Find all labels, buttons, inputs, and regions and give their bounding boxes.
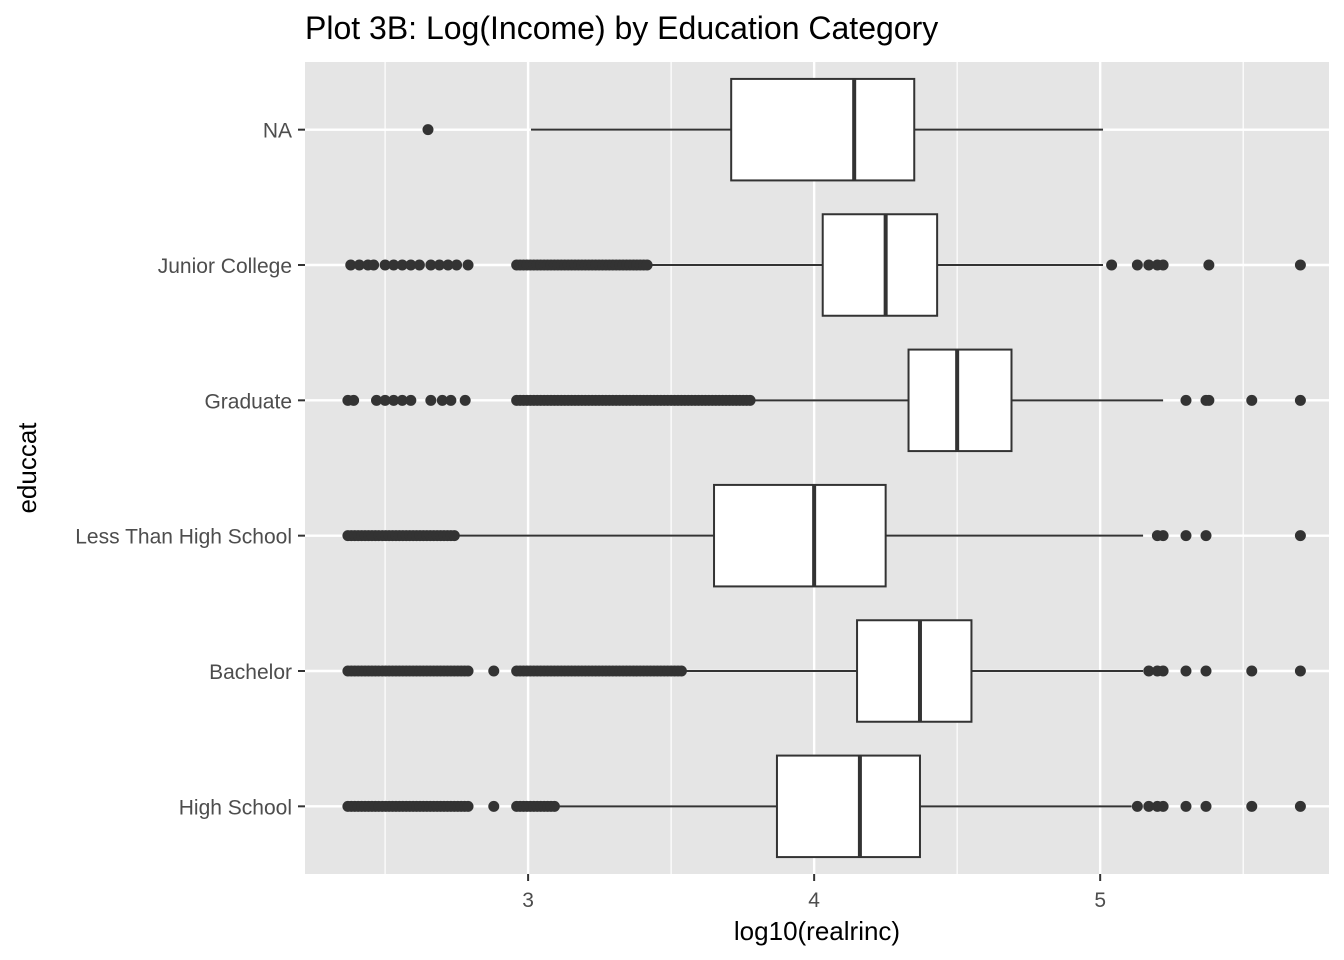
outlier-point [1180,800,1192,812]
outlier-point [1203,259,1215,271]
outlier-point [1131,800,1143,812]
outlier-point [1246,800,1258,812]
outlier-point [1294,800,1306,812]
outlier-point [451,259,463,271]
outlier-point [388,394,400,406]
outlier-point [1294,530,1306,542]
outlier-point [425,394,437,406]
outlier-point [371,394,383,406]
outlier-point [1294,665,1306,677]
x-tick-label: 3 [522,889,534,912]
outlier-point [1106,259,1118,271]
outlier-point [388,259,400,271]
outlier-point [744,394,756,406]
iqr-box [856,619,973,723]
outlier-point [1143,259,1155,271]
outlier-point [396,259,408,271]
outlier-point [1294,259,1306,271]
outlier-point [405,259,417,271]
iqr-box [713,483,887,588]
outlier-point [462,800,474,812]
plot-panel [305,62,1329,874]
outlier-point [422,124,434,136]
outlier-point [448,530,460,542]
outlier-point [433,259,445,271]
outlier-point [445,394,457,406]
chart-title: Plot 3B: Log(Income) by Education Catego… [305,10,938,46]
outlier-point [1157,530,1169,542]
y-axis: NA Junior College Graduate Less Than High S… [75,120,305,819]
outlier-point [436,394,448,406]
y-tick-label: NA [263,120,292,143]
y-tick-label: Less Than High School [75,526,292,549]
outlier-point [462,665,474,677]
outlier-point [488,665,500,677]
outlier-point [1180,665,1192,677]
outlier-point [442,259,454,271]
outlier-point [641,259,653,271]
outlier-point [1143,800,1155,812]
outlier-point [459,394,471,406]
x-tick-label: 5 [1094,889,1106,912]
outlier-point [675,665,687,677]
outlier-point [1246,394,1258,406]
outlier-point [1200,530,1212,542]
outlier-point [1157,800,1169,812]
x-tick-label: 4 [808,889,820,912]
outlier-point [348,394,360,406]
outlier-point [1131,259,1143,271]
outlier-point [396,394,408,406]
iqr-box [775,754,921,859]
outlier-point [1294,394,1306,406]
y-tick-label: Bachelor [209,661,292,684]
outlier-point [1180,530,1192,542]
outlier-point [425,259,437,271]
outlier-point [462,259,474,271]
outlier-point [379,259,391,271]
box-junior-college [345,213,1306,317]
box-high-school [342,754,1306,859]
outlier-point [548,800,560,812]
outlier-point [379,394,391,406]
outlier-point [1200,800,1212,812]
iqr-box [821,213,939,317]
outlier-point [353,259,365,271]
outlier-point [1157,665,1169,677]
outlier-point [1200,665,1212,677]
box-graduate [342,348,1306,453]
minor-gridlines [384,62,1244,874]
box-bachelor [342,619,1306,723]
outlier-point [1180,394,1192,406]
boxes [342,77,1306,859]
outlier-point [1143,665,1155,677]
outlier-point [405,394,417,406]
outlier-point [1157,259,1169,271]
outlier-point [345,259,357,271]
outlier-point [1203,394,1215,406]
y-tick-label: High School [179,796,292,819]
y-tick-label: Graduate [204,390,292,413]
box-less-than-high-school [342,483,1306,588]
box-na [422,77,1104,182]
outlier-point [1246,665,1258,677]
y-axis-title: educcat [12,422,42,514]
iqr-box [907,348,1013,453]
outlier-point [413,259,425,271]
outlier-point [488,800,500,812]
iqr-box [730,77,916,182]
x-axis-title: log10(realrinc) [734,916,900,946]
x-axis: 3 4 5 [522,874,1106,912]
outlier-point [368,259,380,271]
y-tick-label: Junior College [158,255,292,278]
